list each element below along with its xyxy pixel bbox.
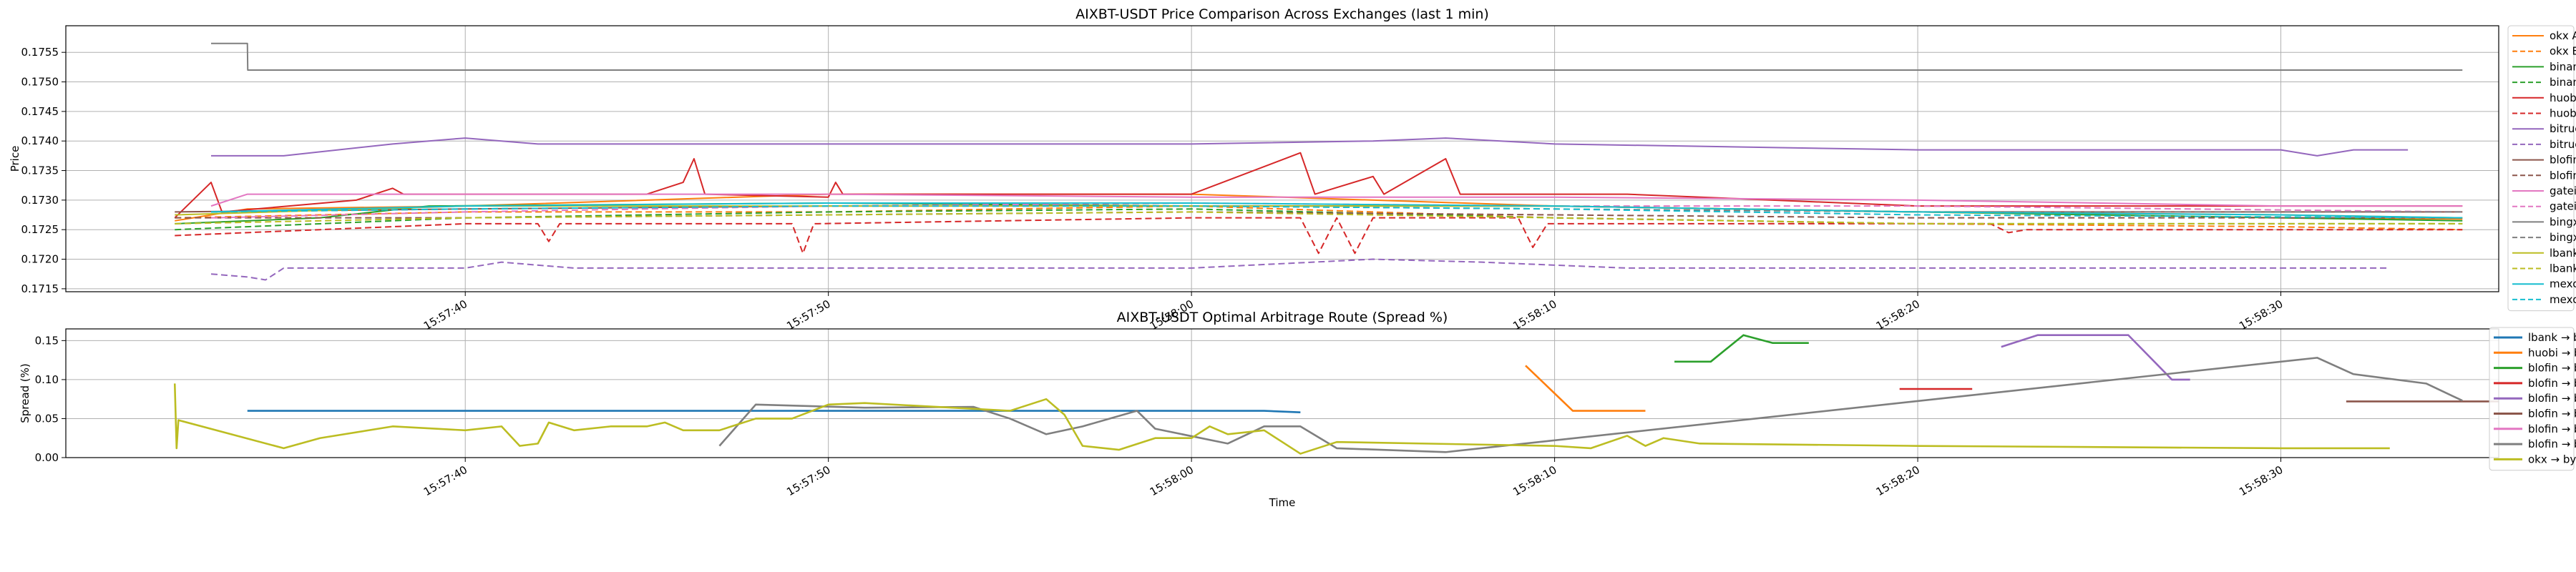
price-comparison-chart: 15:57:40 15:57:50 15:58:00 15:58:10 15:58:20…: [9, 6, 2576, 332]
legend-label: lbank → binance: [2528, 331, 2576, 344]
y-tick-label: 0.1730: [21, 194, 59, 207]
legend-label: gateio Bid: [2550, 200, 2576, 213]
legend-label: gateio Ask: [2550, 184, 2576, 197]
legend-label: okx Ask: [2550, 29, 2576, 42]
y-tick-label: 0.00: [35, 451, 59, 464]
series-line-okx-to-bybit: [173, 383, 2390, 455]
x-tick-label: 15:58:30: [2237, 297, 2285, 332]
legend-label: blofin → bingx: [2528, 438, 2576, 450]
chart-title: AIXBT-USDT Optimal Arbitrage Route (Spre…: [1117, 310, 1448, 325]
series-line-lbank-bid: [175, 211, 2463, 225]
series-line-gateio-ask: [210, 193, 2463, 207]
legend-label: bitrue Bid: [2550, 138, 2576, 151]
legend-label: bingx Bid: [2550, 231, 2576, 244]
legend: lbank → binance huobi → binance blofin → b…: [2489, 327, 2576, 471]
legend-label: huobi → binance: [2528, 346, 2576, 359]
y-tick-label: 0.1755: [21, 46, 59, 59]
legend-label: blofin → bingx: [2528, 408, 2576, 420]
legend-label: blofin → binance: [2528, 362, 2576, 375]
y-tick-label: 0.05: [35, 412, 59, 425]
legend-label: lbank Ask: [2550, 247, 2576, 260]
chart-title: AIXBT-USDT Price Comparison Across Excha…: [1075, 6, 1489, 22]
y-axis-label: Price: [9, 146, 21, 172]
plot-area: [65, 25, 2499, 292]
legend: okx Ask okx Bid binance Ask binance Bid huob…: [2507, 25, 2576, 312]
x-tick-label: 15:58:20: [1874, 463, 1922, 498]
y-tick-label: 0.10: [35, 373, 59, 386]
y-tick-label: 0.15: [35, 334, 59, 347]
x-tick-label: 15:57:40: [421, 463, 469, 498]
legend-label: binance Ask: [2550, 60, 2576, 73]
x-tick-label: 15:57:50: [784, 463, 832, 498]
x-tick-label: 15:57:50: [784, 297, 832, 332]
x-tick-label: 15:58:10: [1511, 463, 1558, 498]
legend-label: binance Bid: [2550, 76, 2576, 89]
y-axis-label: Spread (%): [19, 363, 31, 423]
legend-label: okx Bid: [2550, 45, 2576, 58]
legend-label: huobi Ask: [2550, 92, 2576, 104]
series-line-gateio-bid: [210, 202, 2463, 219]
y-tick-label: 0.1750: [21, 76, 59, 89]
x-tick-label: 15:58:10: [1511, 297, 1558, 332]
legend-label: okx → bybit: [2528, 453, 2576, 465]
arbitrage-spread-chart: 15:57:40 15:57:50 15:58:00 15:58:10 15:58:20…: [19, 310, 2576, 509]
legend-label: blofin → bingx: [2528, 377, 2576, 390]
x-axis-label: Time: [1269, 496, 1296, 509]
legend-label: mexc Bid: [2550, 293, 2576, 306]
legend-label: blofin Bid: [2550, 169, 2576, 182]
y-tick-label: 0.1725: [21, 223, 59, 236]
y-tick-label: 0.1715: [21, 282, 59, 295]
x-tick-label: 15:58:30: [2237, 463, 2285, 498]
legend-label: blofin Ask: [2550, 154, 2576, 167]
series-line-blofin-to-binance: [2001, 334, 2190, 381]
legend-label: lbank Bid: [2550, 262, 2576, 275]
series-line-blofin-to-binance: [1674, 334, 1809, 363]
x-tick-label: 15:58:00: [1148, 463, 1196, 498]
legend-box: [2489, 327, 2575, 471]
y-tick-label: 0.1745: [21, 105, 59, 118]
legend-label: blofin → binance: [2528, 392, 2576, 405]
series-group: [173, 334, 2499, 455]
series-line-blofin-to-bingx: [718, 357, 2463, 453]
legend-label: bingx Ask: [2550, 215, 2576, 228]
y-tick-label: 0.1735: [21, 164, 59, 177]
series-line-huobi-ask: [174, 152, 2463, 219]
series-line-mexc-bid: [210, 205, 2463, 219]
legend-box: [2507, 25, 2575, 312]
series-line-bitrue-ask: [210, 137, 2409, 157]
series-line-bingx-ask: [210, 42, 2463, 71]
legend-label: bitrue Ask: [2550, 122, 2576, 135]
series-line-bitrue-bid: [210, 258, 2390, 281]
x-tick-label: 15:58:20: [1874, 297, 1922, 332]
legend-label: huobi Bid: [2550, 107, 2576, 120]
plot-area: [65, 328, 2499, 458]
series-line-okx-bid: [175, 205, 2463, 231]
y-tick-label: 0.1720: [21, 253, 59, 266]
y-tick-label: 0.1740: [21, 134, 59, 147]
series-line-huobi-to-binance: [1525, 365, 1646, 412]
legend-label: mexc Ask: [2550, 277, 2576, 290]
series-line-mexc-ask: [210, 202, 2463, 219]
series-line-lbank-to-binance: [247, 410, 1301, 414]
series-group: [174, 42, 2463, 281]
x-tick-label: 15:57:40: [421, 297, 469, 332]
legend-label: blofin → binance: [2528, 423, 2576, 435]
